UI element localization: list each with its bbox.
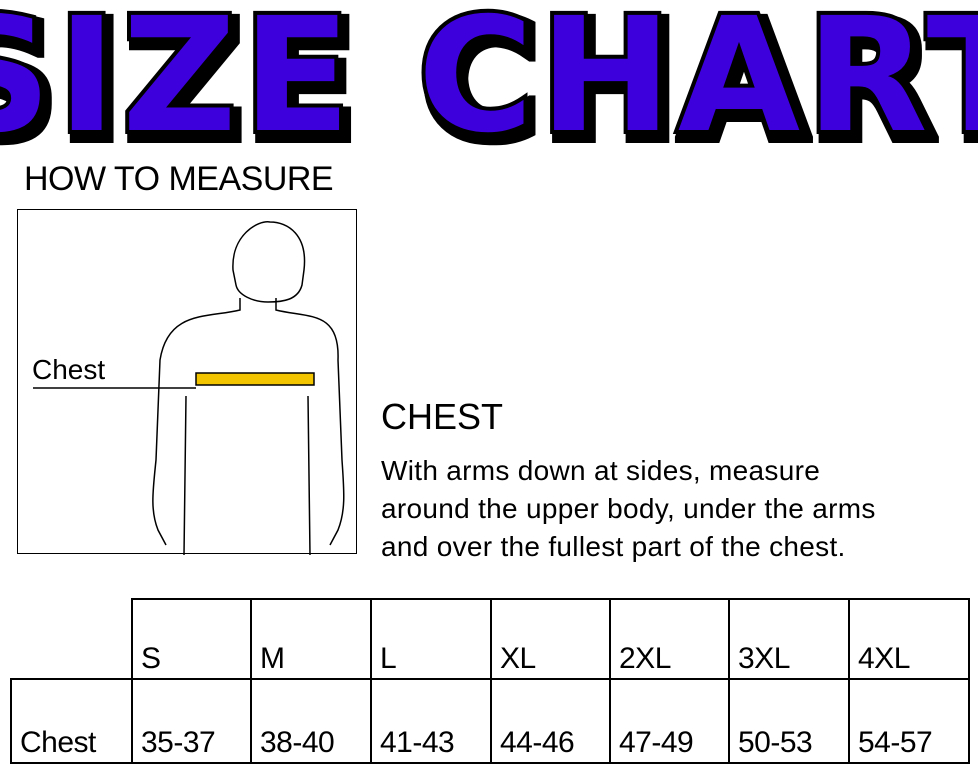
measuring-tape <box>195 372 315 386</box>
size-header: 2XL <box>609 598 730 680</box>
size-table: S M L XL 2XL 3XL 4XL Chest 35-37 38-40 4… <box>10 598 970 764</box>
size-header: XL <box>490 598 611 680</box>
instruction-line: and over the fullest part of the chest. <box>381 531 846 562</box>
size-header: M <box>250 598 372 680</box>
chest-value: 35-37 <box>131 678 252 764</box>
chest-value: 50-53 <box>728 678 850 764</box>
instruction-line: around the upper body, under the arms <box>381 493 876 524</box>
size-header-row: S M L XL 2XL 3XL 4XL <box>11 598 970 680</box>
size-header: 3XL <box>728 598 850 680</box>
chest-row: Chest 35-37 38-40 41-43 44-46 47-49 50-5… <box>10 678 970 764</box>
title-text: SIZE CHART <box>0 0 978 150</box>
size-header: L <box>370 598 492 680</box>
chest-value: 41-43 <box>370 678 492 764</box>
chest-instructions: With arms down at sides, measure around … <box>381 452 978 566</box>
empty-cell <box>11 599 132 680</box>
figure-chest-label: Chest <box>32 354 106 385</box>
row-label: Chest <box>10 678 133 764</box>
chest-value: 47-49 <box>609 678 730 764</box>
how-to-measure-heading: HOW TO MEASURE <box>24 160 334 198</box>
instruction-line: With arms down at sides, measure <box>381 455 821 486</box>
chest-value: 38-40 <box>250 678 372 764</box>
human-torso-outline-icon <box>33 221 345 556</box>
measure-figure: Chest <box>17 209 357 556</box>
chest-value: 54-57 <box>848 678 970 764</box>
size-chart-title: SIZE CHART <box>0 0 978 150</box>
size-header: S <box>131 598 252 680</box>
chest-value: 44-46 <box>490 678 611 764</box>
size-header: 4XL <box>848 598 970 680</box>
chest-heading: CHEST <box>381 396 504 437</box>
